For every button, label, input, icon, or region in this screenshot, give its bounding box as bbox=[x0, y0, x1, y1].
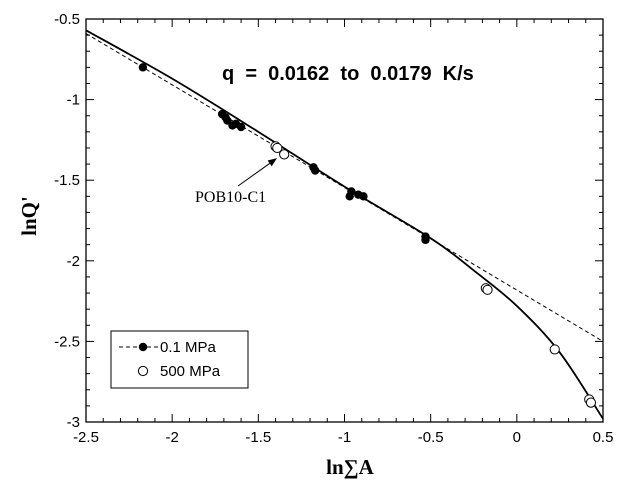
x-axis-label: ln∑A bbox=[326, 455, 374, 479]
point-500mpa bbox=[272, 142, 283, 154]
point-0.1mpa bbox=[359, 192, 368, 201]
point-500mpa bbox=[279, 149, 290, 160]
point-500mpa bbox=[585, 397, 597, 408]
x-tick-label: 0.5 bbox=[593, 429, 614, 446]
point-0.1mpa bbox=[311, 166, 320, 175]
fit-curve-500mpa bbox=[85, 29, 604, 420]
point-500mpa bbox=[549, 344, 560, 355]
legend-box bbox=[110, 330, 249, 389]
y-tick-label: -2.5 bbox=[54, 333, 80, 350]
legend-label: 0.1 MPa bbox=[160, 339, 217, 356]
data-points bbox=[138, 63, 597, 408]
point-0.1mpa bbox=[421, 235, 430, 245]
point-0.1mpa bbox=[138, 63, 148, 72]
x-tick-label: 0 bbox=[513, 429, 521, 446]
legend-marker-500mpa bbox=[137, 365, 149, 377]
y-tick-label: -3 bbox=[67, 414, 80, 431]
axis-ticks: -2.5 -2 -1.5 -1 -0.5 0 0.5-0.5-1-1.5-2-2.5-3 bbox=[54, 11, 613, 446]
callout: POB10-C1 bbox=[195, 158, 278, 206]
rate-annotation: q = 0.0162 to 0.0179 K/s bbox=[222, 63, 474, 85]
callout-arrow-line bbox=[237, 163, 270, 187]
legend-marker-0.1mpa bbox=[138, 342, 148, 352]
x-tick-label: -2 bbox=[165, 429, 178, 446]
x-tick-label: -1 bbox=[338, 429, 351, 446]
y-tick-label: -1.5 bbox=[54, 172, 80, 189]
y-tick-label: -2 bbox=[67, 253, 80, 270]
fit-curves bbox=[85, 29, 604, 420]
fit-line-0.1mpa bbox=[85, 33, 604, 342]
y-tick-label: -1 bbox=[67, 92, 80, 109]
x-tick-label: -0.5 bbox=[418, 429, 444, 446]
point-0.1mpa bbox=[347, 187, 356, 196]
callout-label: POB10-C1 bbox=[195, 189, 266, 206]
y-axis-label: lnQ' bbox=[17, 196, 41, 236]
legend-label: 500 MPa bbox=[160, 363, 221, 380]
x-tick-label: -1.5 bbox=[245, 429, 271, 446]
point-0.1mpa bbox=[236, 122, 246, 132]
x-tick-label: -2.5 bbox=[73, 429, 99, 446]
point-500mpa bbox=[482, 284, 493, 295]
callout-arrow-head bbox=[267, 158, 278, 167]
y-tick-label: -0.5 bbox=[54, 11, 80, 28]
legend: 0.1 MPa 500 MPa bbox=[110, 330, 249, 389]
